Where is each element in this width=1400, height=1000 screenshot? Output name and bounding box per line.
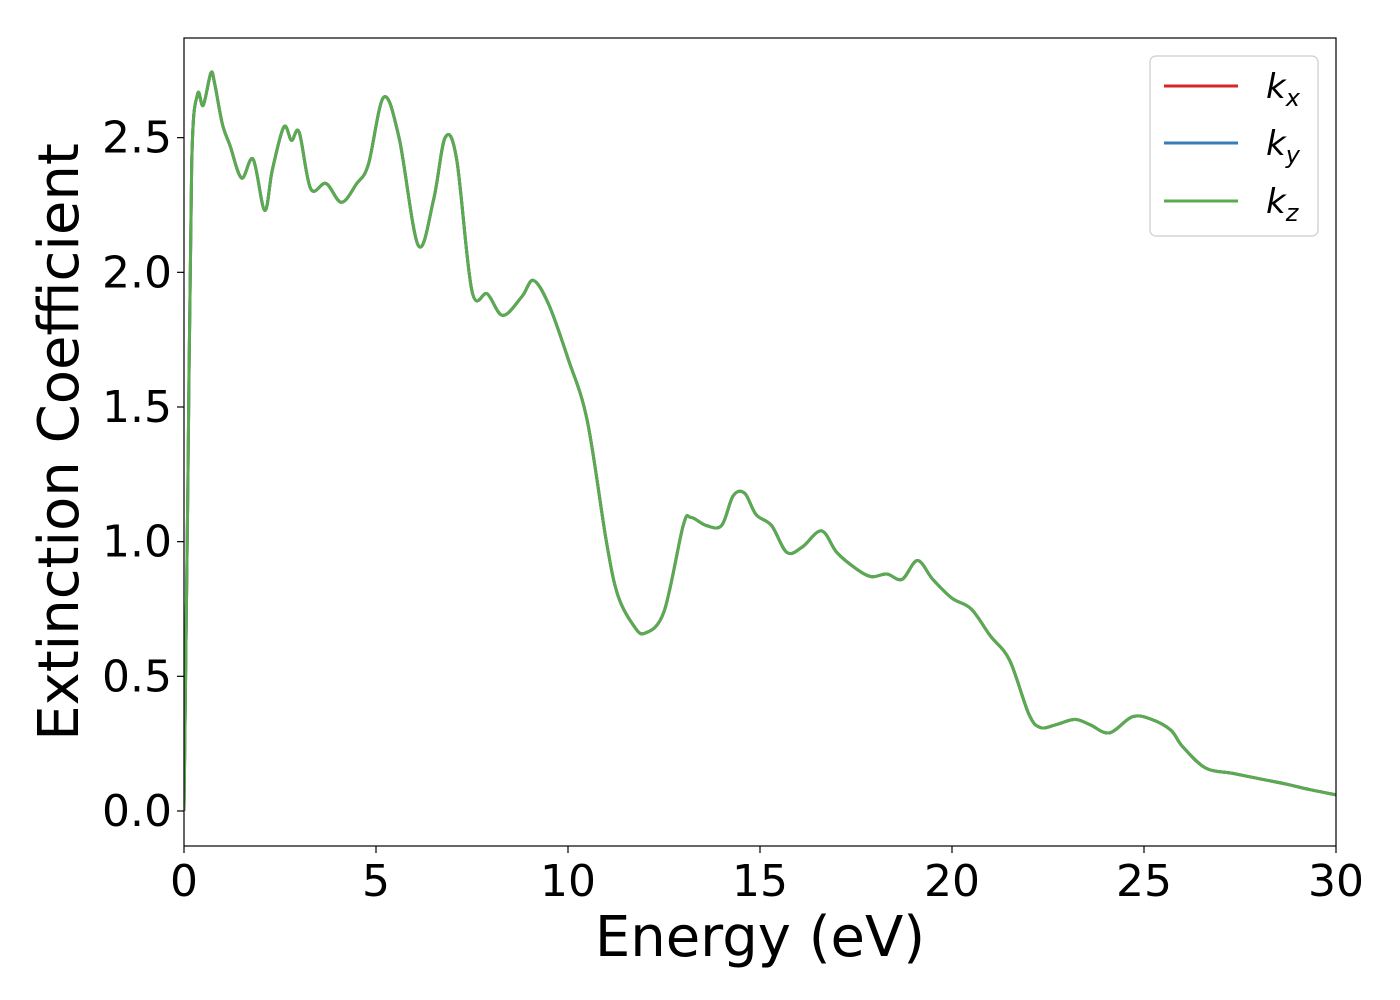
x-tick-label: 30 (1308, 856, 1364, 907)
legend-label-ky: ky (1266, 124, 1301, 169)
legend: kx ky kz (1149, 55, 1319, 237)
y-tick-label: 2.5 (102, 113, 172, 164)
y-tick-label: 1.5 (102, 382, 172, 433)
x-tick-label: 10 (540, 856, 596, 907)
x-tick-label: 5 (362, 856, 390, 907)
y-tick-label: 0.5 (102, 651, 172, 702)
y-axis-ticks: 0.0 0.5 1.0 1.5 2.0 2.5 (102, 113, 184, 837)
series-layer (184, 70, 1336, 812)
plot-area (184, 38, 1336, 846)
y-tick-label: 0.0 (102, 786, 172, 837)
x-tick-label: 25 (1116, 856, 1172, 907)
x-axis-label: Energy (eV) (595, 905, 925, 970)
x-tick-label: 15 (732, 856, 788, 907)
y-axis-label: Extinction Coefficient (27, 143, 92, 741)
series-line-kz (184, 70, 1336, 812)
x-tick-label: 20 (924, 856, 980, 907)
x-axis-ticks: 0 5 10 15 20 25 30 (170, 846, 1364, 907)
y-tick-label: 2.0 (102, 247, 172, 298)
x-tick-label: 0 (170, 856, 198, 907)
y-tick-label: 1.0 (102, 517, 172, 568)
legend-box (1149, 55, 1319, 237)
